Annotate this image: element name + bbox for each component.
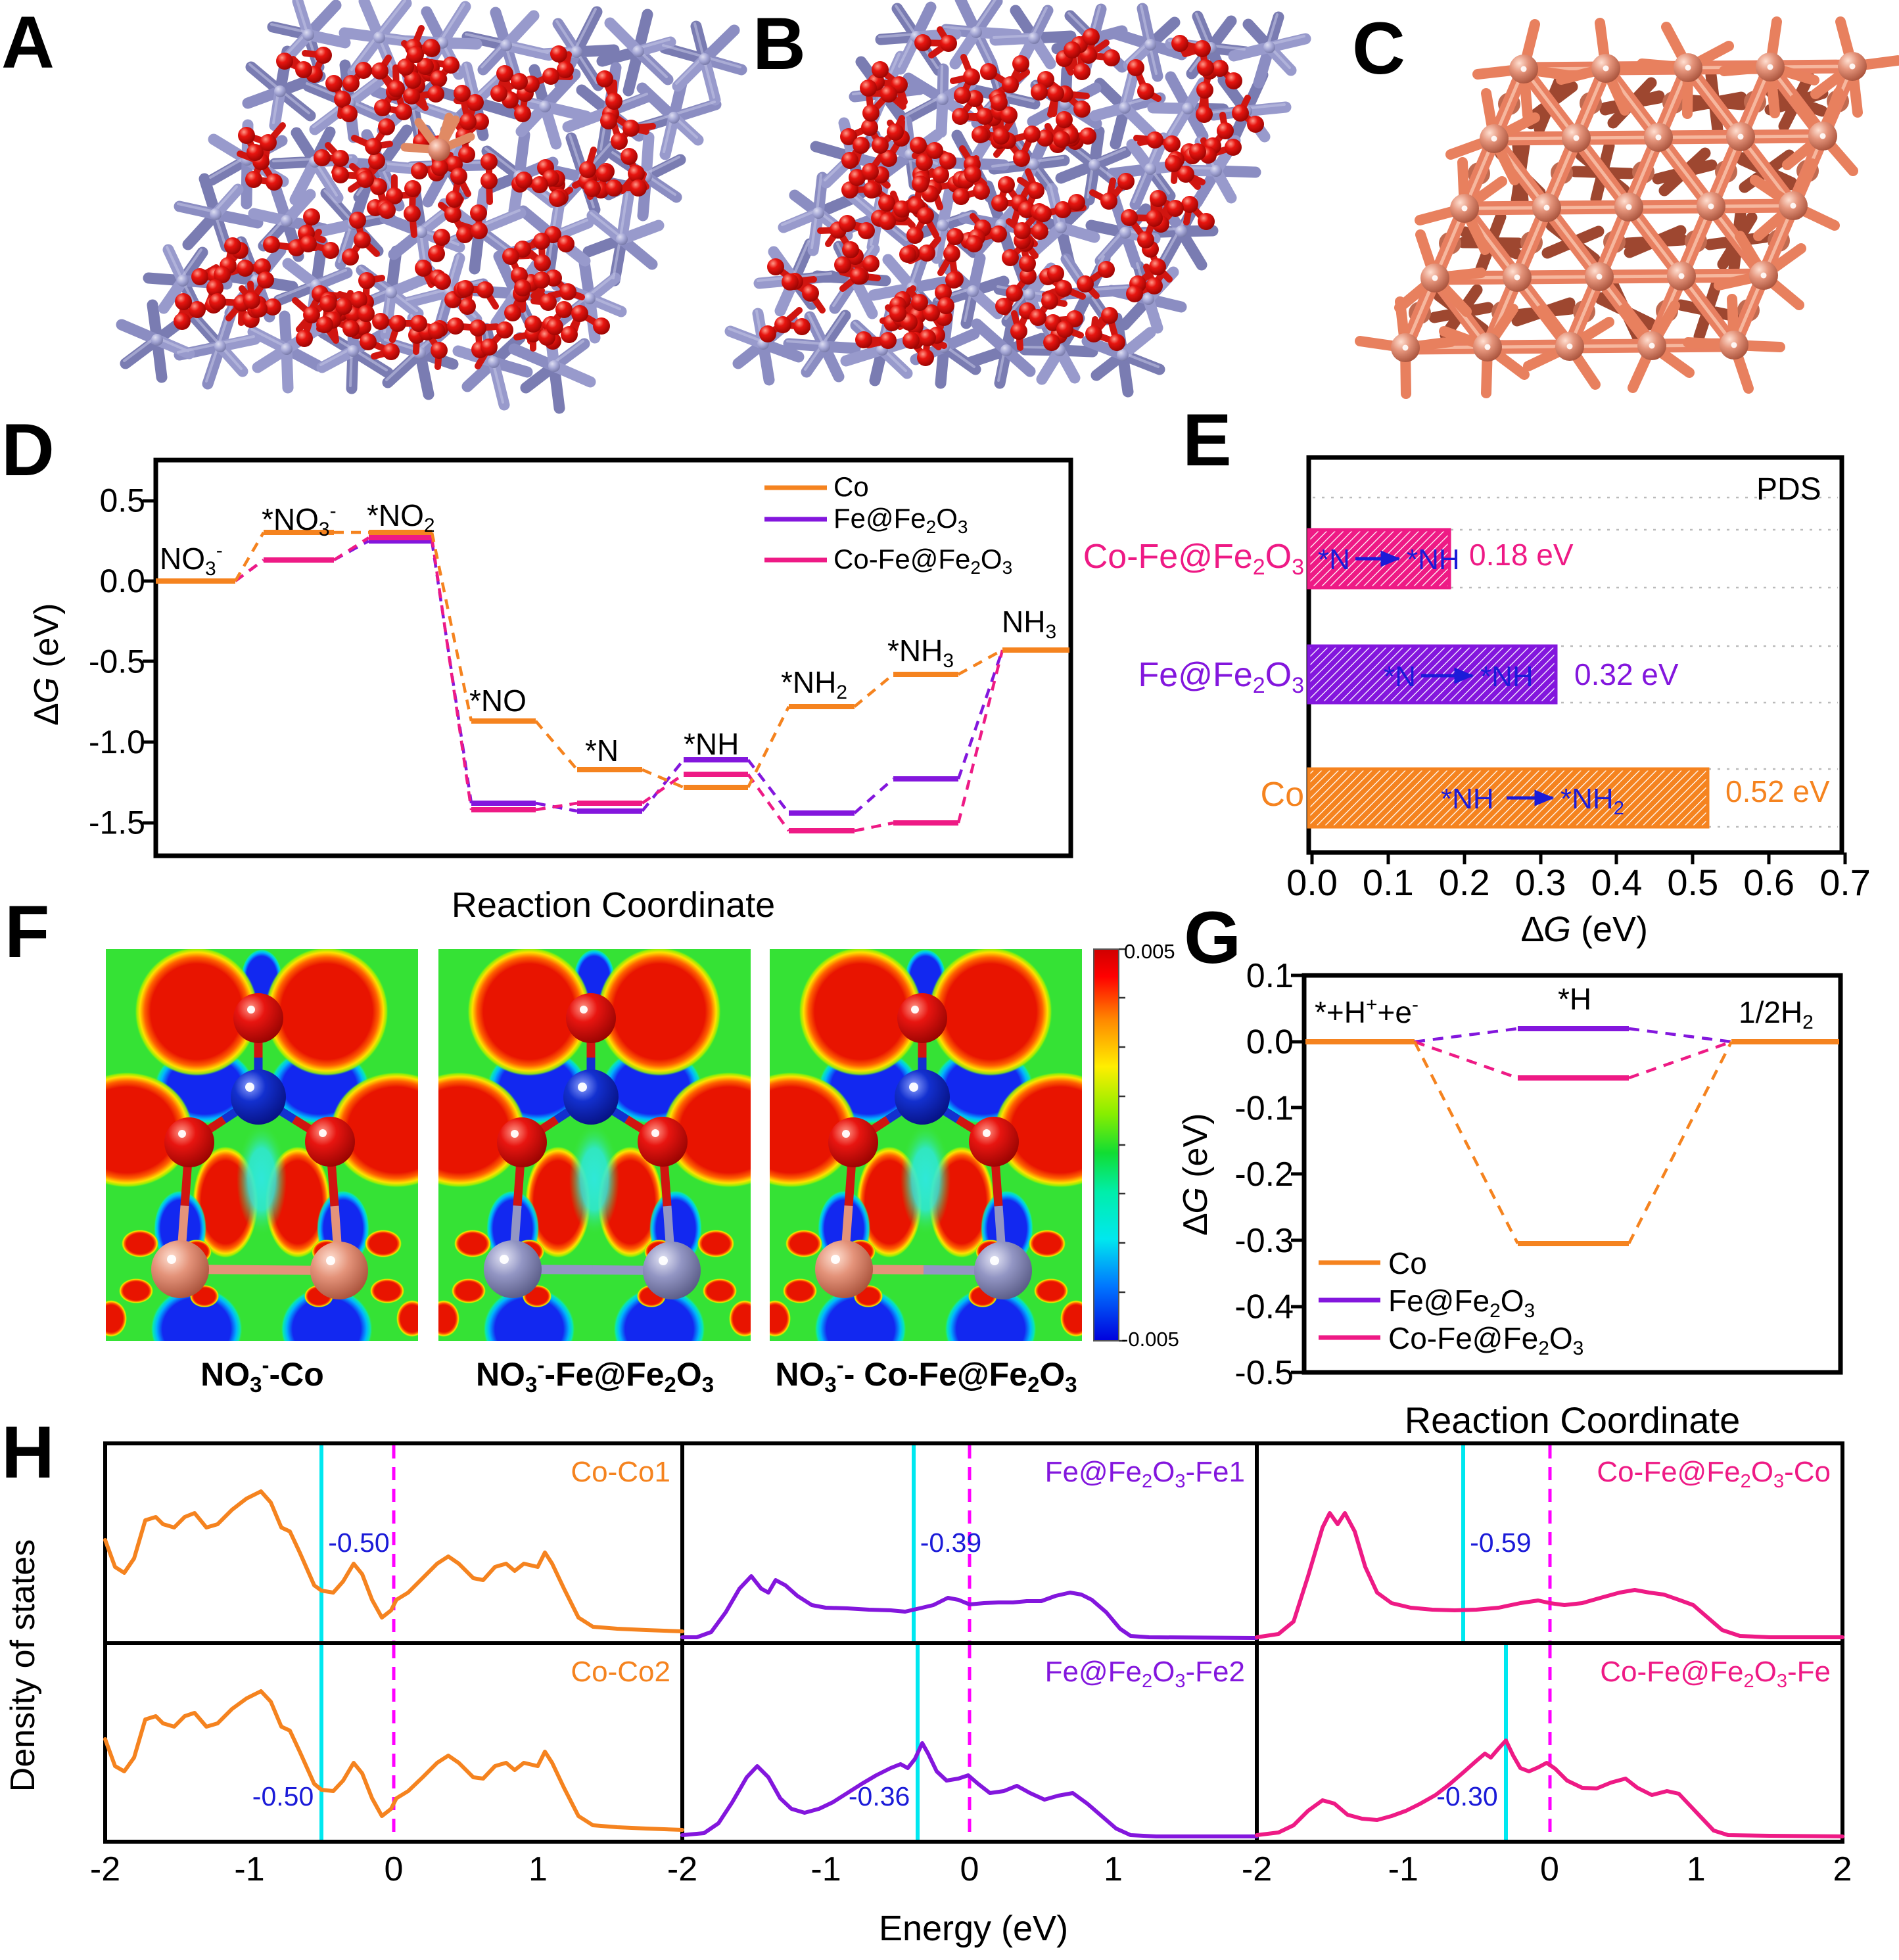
svg-text:2: 2: [1833, 1850, 1852, 1888]
svg-text:0.52 eV: 0.52 eV: [1725, 774, 1830, 808]
svg-text:0: 0: [1540, 1850, 1559, 1888]
svg-text:NO3--Co: NO3--Co: [200, 1353, 324, 1397]
svg-text:*NH2: *NH2: [781, 665, 847, 703]
svg-text:∆G (eV): ∆G (eV): [1522, 910, 1648, 949]
svg-text:*NO: *NO: [469, 684, 527, 718]
svg-text:0.0: 0.0: [99, 563, 145, 599]
svg-text:C: C: [1352, 7, 1405, 89]
svg-text:*NH: *NH: [1480, 661, 1534, 693]
svg-text:0.1: 0.1: [1246, 957, 1294, 995]
svg-text:*NH: *NH: [1441, 783, 1494, 815]
svg-text:*N: *N: [585, 734, 619, 768]
svg-text:*N: *N: [1318, 544, 1350, 576]
svg-text:-0.005: -0.005: [1121, 1328, 1179, 1351]
svg-text:G: G: [1184, 897, 1241, 979]
svg-text:Fe@Fe2O3-Fe1: Fe@Fe2O3-Fe1: [1045, 1456, 1245, 1492]
svg-text:0.32 eV: 0.32 eV: [1574, 657, 1679, 691]
svg-text:*N: *N: [1384, 661, 1416, 693]
svg-text:Co-Fe@Fe2O3: Co-Fe@Fe2O3: [833, 544, 1012, 578]
svg-text:0.7: 0.7: [1819, 862, 1871, 903]
svg-text:-0.5: -0.5: [89, 643, 145, 680]
svg-text:NO3-: NO3-: [160, 540, 223, 580]
svg-text:-0.59: -0.59: [1470, 1528, 1531, 1558]
svg-text:*NH2: *NH2: [1560, 783, 1624, 819]
svg-text:E: E: [1183, 399, 1232, 481]
svg-text:0: 0: [960, 1850, 979, 1888]
svg-text:Co: Co: [1261, 776, 1304, 814]
svg-text:0.3: 0.3: [1515, 862, 1566, 903]
svg-text:0.18 eV: 0.18 eV: [1469, 538, 1574, 572]
svg-text:*NO2: *NO2: [367, 498, 435, 536]
svg-text:-2: -2: [90, 1850, 120, 1888]
svg-text:0.005: 0.005: [1124, 940, 1175, 963]
svg-text:NO3--Fe@Fe2O3: NO3--Fe@Fe2O3: [476, 1353, 714, 1397]
svg-text:*NO3-: *NO3-: [262, 500, 337, 540]
svg-text:∆G (eV): ∆G (eV): [1177, 1113, 1215, 1235]
svg-text:*NH3: *NH3: [887, 634, 954, 672]
svg-text:-0.2: -0.2: [1234, 1155, 1294, 1194]
svg-text:Reaction Coordinate: Reaction Coordinate: [1405, 1399, 1741, 1441]
svg-text:NO3-- Co-Fe@Fe2O3: NO3-- Co-Fe@Fe2O3: [775, 1353, 1077, 1397]
svg-text:-0.5: -0.5: [1234, 1354, 1294, 1392]
svg-text:-2: -2: [667, 1850, 697, 1888]
svg-text:-1: -1: [234, 1850, 264, 1888]
svg-text:Fe@Fe2O3: Fe@Fe2O3: [1388, 1284, 1535, 1322]
svg-text:-1.0: -1.0: [89, 724, 145, 760]
svg-text:Co-Fe@Fe2O3: Co-Fe@Fe2O3: [1083, 538, 1304, 580]
svg-text:0.1: 0.1: [1363, 862, 1414, 903]
svg-text:-2: -2: [1242, 1850, 1272, 1888]
svg-text:Co: Co: [833, 471, 869, 502]
svg-text:Co-Fe@Fe2O3: Co-Fe@Fe2O3: [1388, 1321, 1583, 1359]
svg-text:-1: -1: [810, 1850, 841, 1888]
svg-text:Co: Co: [1388, 1246, 1427, 1280]
svg-text:-0.50: -0.50: [328, 1528, 389, 1558]
svg-text:0.5: 0.5: [99, 482, 145, 519]
svg-text:Co-Fe@Fe2O3-Co: Co-Fe@Fe2O3-Co: [1597, 1456, 1831, 1492]
svg-text:D: D: [1, 409, 55, 491]
svg-text:-1: -1: [1388, 1850, 1418, 1888]
svg-text:Co-Fe@Fe2O3-Fe: Co-Fe@Fe2O3-Fe: [1600, 1656, 1831, 1692]
svg-text:-0.39: -0.39: [920, 1528, 981, 1558]
svg-text:F: F: [5, 891, 49, 973]
svg-text:0.4: 0.4: [1591, 862, 1643, 903]
svg-text:*NH: *NH: [684, 727, 739, 761]
svg-text:1: 1: [528, 1850, 548, 1888]
svg-text:0.0: 0.0: [1286, 862, 1338, 903]
svg-text:-0.50: -0.50: [252, 1781, 314, 1811]
svg-text:∆G (eV): ∆G (eV): [28, 603, 66, 725]
svg-text:-1.5: -1.5: [89, 805, 145, 841]
svg-text:-0.4: -0.4: [1234, 1288, 1294, 1326]
svg-text:*NH: *NH: [1407, 544, 1460, 576]
svg-text:Density of states: Density of states: [4, 1539, 42, 1792]
svg-text:1: 1: [1104, 1850, 1123, 1888]
svg-text:Co-Co2: Co-Co2: [571, 1656, 670, 1688]
svg-text:Reaction Coordinate: Reaction Coordinate: [452, 885, 775, 925]
svg-text:Energy (eV): Energy (eV): [879, 1909, 1068, 1948]
svg-text:PDS: PDS: [1756, 472, 1821, 507]
svg-text:Co-Co1: Co-Co1: [571, 1456, 670, 1488]
svg-text:*H: *H: [1558, 982, 1591, 1016]
svg-text:-0.1: -0.1: [1234, 1089, 1294, 1127]
svg-text:0.2: 0.2: [1439, 862, 1490, 903]
svg-text:0.5: 0.5: [1667, 862, 1718, 903]
svg-text:0.0: 0.0: [1246, 1023, 1294, 1062]
svg-text:-0.30: -0.30: [1436, 1781, 1497, 1811]
svg-text:H: H: [1, 1411, 55, 1493]
svg-text:0: 0: [385, 1850, 404, 1888]
svg-text:1: 1: [1687, 1850, 1706, 1888]
svg-text:Fe@Fe2O3: Fe@Fe2O3: [1138, 656, 1304, 698]
svg-text:Fe@Fe2O3-Fe2: Fe@Fe2O3-Fe2: [1045, 1656, 1245, 1692]
svg-text:1/2H2: 1/2H2: [1739, 995, 1814, 1033]
svg-text:-0.3: -0.3: [1234, 1222, 1294, 1260]
svg-text:-0.36: -0.36: [849, 1781, 910, 1811]
svg-text:A: A: [1, 1, 55, 83]
svg-text:Fe@Fe2O3: Fe@Fe2O3: [833, 503, 968, 537]
svg-text:0.6: 0.6: [1743, 862, 1794, 903]
svg-text:NH3: NH3: [1002, 605, 1056, 643]
svg-text:B: B: [753, 3, 806, 85]
